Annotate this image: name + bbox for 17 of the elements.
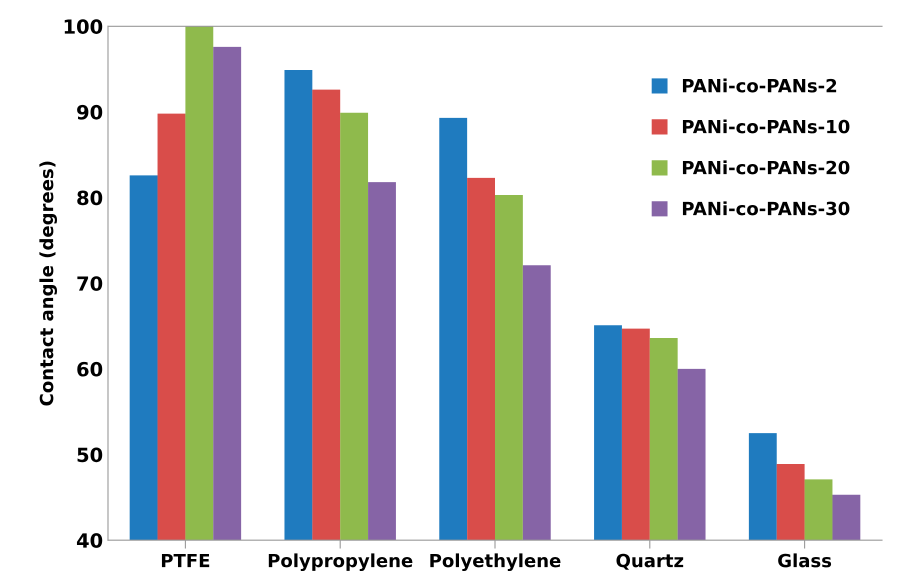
legend-label: PANi-co-PANs-10 (682, 119, 850, 134)
y-axis-title: Contact angle (degrees) (39, 162, 57, 406)
legend-label: PANi-co-PANs-2 (682, 78, 836, 92)
x-tick-label: Glass (778, 553, 832, 568)
y-tick-label: 100 (64, 19, 102, 34)
x-tick-label: Polypropylene (268, 553, 412, 572)
y-tick-label: 60 (77, 362, 102, 377)
y-tick-label: 40 (76, 533, 102, 548)
x-tick-label: Polyethylene (430, 553, 560, 572)
y-tick-label: 90 (77, 104, 102, 120)
legend-label: PANi-co-PANs-30 (682, 201, 850, 216)
legend-label: PANi-co-PANs-20 (682, 160, 850, 174)
y-tick-label: 80 (77, 190, 102, 206)
y-tick-label: 70 (77, 276, 102, 291)
y-tick-label: 50 (78, 448, 102, 462)
x-tick-label: Quartz (616, 554, 684, 570)
x-tick-label: PTFE (162, 554, 210, 568)
